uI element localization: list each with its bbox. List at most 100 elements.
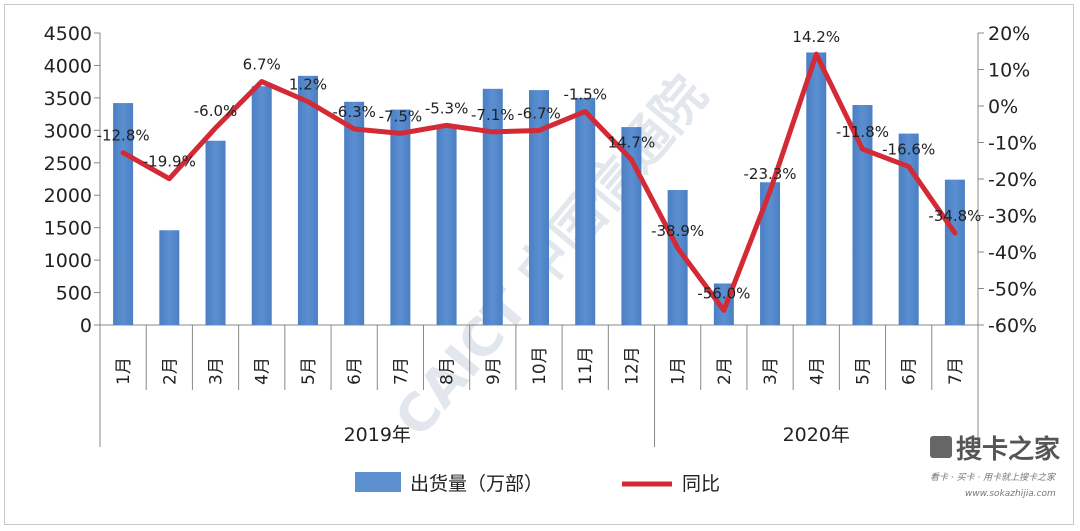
line-point — [398, 131, 402, 135]
x-tick-label: 3月 — [761, 357, 781, 385]
y-left-tick-label: 2000 — [44, 185, 92, 207]
line-series — [120, 51, 958, 313]
x-tick-label: 5月 — [299, 357, 319, 385]
bar-series — [113, 52, 965, 326]
x-tick-label: 10月 — [530, 346, 550, 385]
x-tick-label: 2月 — [160, 357, 180, 385]
x-tick-label: 5月 — [853, 357, 873, 385]
bar — [344, 101, 365, 325]
line-point — [167, 177, 171, 181]
line-data-label: -56.0% — [697, 284, 750, 302]
legend-label-line: 同比 — [682, 473, 720, 495]
x-group-label: 2020年 — [783, 424, 850, 446]
x-axis: 1月 2月 3月 4月 5月 6月 7月 8月 9月 10月 11月 12月 1月 2月 3月 4月 5月 6月 7… — [99, 325, 979, 447]
bar — [852, 105, 873, 325]
legend: 出货量（万部） 同比 — [355, 472, 720, 495]
bar — [482, 88, 503, 325]
line-point — [260, 80, 264, 84]
line-data-label: -6.0% — [194, 102, 238, 120]
axes: 0 500 1000 1500 2000 2500 3000 3500 4000 4500 -60%… — [44, 23, 1037, 337]
brand-tagline: 看卡 · 买卡 · 用卡就上搜卡之家 — [930, 472, 1056, 483]
bar — [390, 109, 411, 326]
x-tick-label: 4月 — [807, 357, 827, 385]
line-point — [768, 189, 772, 193]
y-left-tick-label: 4500 — [44, 23, 92, 45]
y-right-tick-label: -60% — [988, 315, 1037, 337]
line-data-label: -7.5% — [379, 107, 423, 125]
y-left-tick-label: 0 — [80, 315, 92, 337]
x-group-label: 2019年 — [344, 424, 411, 446]
line-data-label: -19.9% — [143, 153, 196, 171]
line-data-label: -11.8% — [836, 123, 889, 141]
y-right-tick-label: -30% — [988, 206, 1037, 228]
legend-label-bar: 出货量（万部） — [410, 473, 543, 495]
line-point — [491, 130, 495, 134]
bar — [621, 127, 642, 325]
line-data-label: 14.7% — [608, 134, 656, 152]
data-labels: -12.8% -19.9% -6.0% 6.7% 1.2% -6.3% -7.5% -5.3%… — [97, 28, 982, 302]
y-left-tick-label: 3500 — [44, 88, 92, 110]
brand-name: 搜卡之家 — [956, 434, 1060, 465]
line-point — [722, 308, 726, 312]
line-point — [860, 147, 864, 151]
line-data-label: 14.2% — [792, 28, 840, 46]
line-data-label: -12.8% — [97, 127, 150, 145]
line-data-label: -1.5% — [563, 85, 607, 103]
y-right-tick-label: -50% — [988, 279, 1037, 301]
x-tick-label: 6月 — [345, 357, 365, 385]
bar — [297, 75, 318, 326]
bar — [159, 230, 180, 325]
y-left-tick-label: 2500 — [44, 153, 92, 175]
y-left-tick-label: 1500 — [44, 218, 92, 240]
legend-swatch-bar — [355, 472, 401, 492]
line-data-label: -23.3% — [744, 165, 797, 183]
bar — [113, 103, 134, 325]
x-tick-label: 7月 — [946, 357, 966, 385]
line-data-label: -16.6% — [882, 141, 935, 159]
bar — [667, 190, 688, 325]
line-point — [629, 158, 633, 162]
x-tick-label: 7月 — [391, 357, 411, 385]
y-right-tick-label: 20% — [988, 23, 1030, 45]
x-tick-label: 8月 — [438, 357, 458, 385]
bar — [251, 86, 272, 325]
x-tick-label: 9月 — [484, 357, 504, 385]
bar — [575, 97, 596, 325]
y-left-tick-label: 4000 — [44, 55, 92, 77]
brand-url: www.sokazhijia.com — [965, 489, 1056, 499]
line-point — [352, 127, 356, 131]
line-point — [583, 109, 587, 113]
line-point — [445, 123, 449, 127]
bar — [205, 140, 226, 325]
x-tick-label: 3月 — [207, 357, 227, 385]
line-point — [907, 165, 911, 169]
line-point — [953, 231, 957, 235]
line-point — [214, 126, 218, 130]
line-data-label: -5.3% — [425, 99, 469, 117]
y-right-tick-label: -20% — [988, 169, 1037, 191]
line-data-label: 6.7% — [243, 56, 281, 74]
line-data-label: -6.7% — [517, 104, 561, 122]
x-tick-label: 1月 — [669, 357, 689, 385]
x-tick-label: 12月 — [622, 346, 642, 385]
brand-logo-icon — [930, 436, 952, 458]
line-point — [121, 151, 125, 155]
x-tick-label: 11月 — [576, 346, 596, 385]
y-left-tick-label: 500 — [56, 283, 92, 305]
bar — [760, 182, 781, 325]
bar — [898, 133, 919, 325]
y-right-tick-label: -10% — [988, 133, 1037, 155]
x-tick-label: 2月 — [715, 357, 735, 385]
line-data-label: 1.2% — [289, 76, 327, 94]
line-data-label: -7.1% — [471, 106, 515, 124]
y-left-tick-label: 1000 — [44, 250, 92, 272]
x-tick-label: 6月 — [900, 357, 920, 385]
chart-frame — [4, 4, 1074, 525]
line-data-label: -38.9% — [651, 222, 704, 240]
bar — [436, 126, 457, 325]
bar — [806, 52, 827, 325]
line-data-label: -6.3% — [332, 103, 376, 121]
brand-logo: 搜卡之家 看卡 · 买卡 · 用卡就上搜卡之家 www.sokazhijia.c… — [930, 434, 1060, 499]
y-right-tick-label: -40% — [988, 242, 1037, 264]
